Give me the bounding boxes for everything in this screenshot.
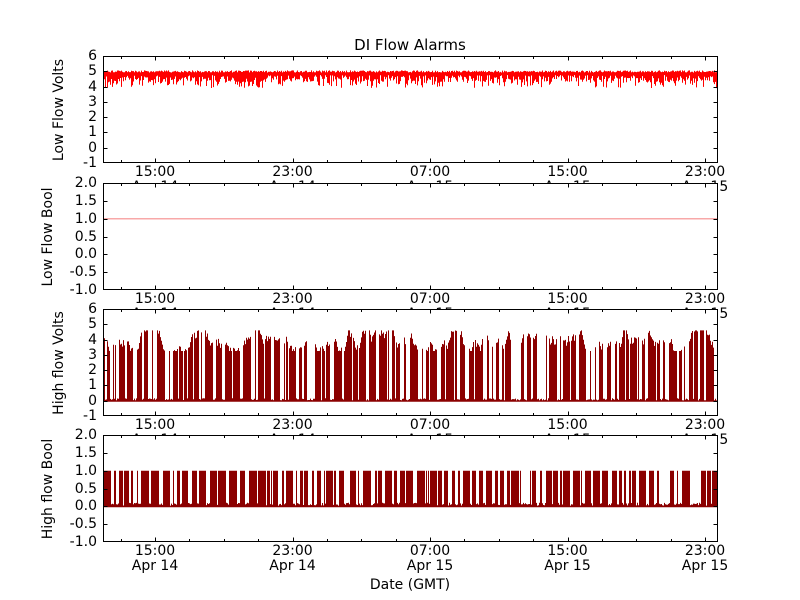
x-tick-time: 23:00: [684, 164, 726, 180]
y-tick-label: 5: [88, 63, 97, 80]
y-tick-label: 1.0: [74, 210, 97, 227]
x-tick-time: 15:00: [547, 417, 588, 433]
plot-area-low-flow-volts: [103, 56, 718, 163]
x-tick-date: Apr 14: [131, 558, 179, 574]
plot-area-high-flow-volts: [103, 309, 718, 416]
x-tick-time: 07:00: [409, 543, 451, 559]
x-tick-time: 15:00: [134, 543, 176, 559]
y-tick-label: 0: [88, 392, 97, 409]
y-tick-label: 1: [88, 124, 97, 141]
x-tick-time: 15:00: [547, 291, 588, 307]
x-tick-time: 23:00: [684, 291, 726, 307]
x-tick-time: 07:00: [409, 164, 451, 180]
x-tick-time: 15:00: [134, 417, 176, 433]
y-tick-label: 0: [88, 139, 97, 156]
subplot-high-flow-bool: High flow Bool 2.0 1.5 1.0 0.5 0.0 -0.5 -1.0 15:…: [40, 428, 728, 574]
y-tick-label: -1: [83, 408, 97, 424]
y-tick-label: 5: [88, 316, 97, 333]
x-tick-time: 07:00: [409, 291, 451, 307]
x-tick-date: Apr 15: [544, 558, 591, 574]
y-tick-label: 1.0: [74, 462, 97, 479]
plot-background: [103, 183, 718, 290]
chart-title: DI Flow Alarms: [354, 36, 466, 54]
y-tick-label: -0.5: [69, 516, 97, 533]
axes-frame: [103, 56, 718, 163]
y-tick-label: 4: [88, 78, 97, 95]
y-tick-label: 2.0: [74, 427, 97, 443]
y-tick-label: 2.0: [74, 175, 97, 191]
y-tick-label: 1: [88, 377, 97, 394]
x-tick-date: Apr 15: [406, 558, 454, 574]
x-tick-time: 15:00: [134, 164, 176, 180]
axis-ticks: [103, 309, 718, 416]
axis-ticks: [103, 56, 718, 163]
plot-area-high-flow-bool: [103, 435, 718, 542]
y-tick-label: -1.0: [69, 282, 97, 298]
x-tick-time: 23:00: [272, 543, 313, 559]
x-tick-time: 23:00: [272, 164, 313, 180]
y-tick-label: 2: [88, 109, 97, 126]
axes-frame: [103, 183, 718, 290]
x-tick-time: 23:00: [272, 291, 313, 307]
y-tick-label: 1.5: [74, 444, 97, 461]
signal-high-flow-bool: [103, 470, 718, 508]
x-tick-date: Apr 14: [269, 558, 316, 574]
y-tick-label: -0.5: [69, 264, 97, 281]
y-tick-label: 2: [88, 362, 97, 379]
plot-area-low-flow-bool: [103, 183, 718, 290]
y-tick-label: -1: [83, 155, 97, 171]
x-tick-time: 23:00: [272, 417, 313, 433]
subplot-low-flow-bool: Low Flow Bool 2.0 1.5 1.0 0.5 0.0 -0.5 -1.0 15:0…: [40, 176, 728, 322]
x-tick-date: Apr 15: [681, 558, 729, 574]
x-tick-time: 07:00: [409, 417, 451, 433]
y-tick-label: 4: [88, 331, 97, 348]
x-tick-time: 15:00: [134, 291, 176, 307]
y-tick-label: 1.5: [74, 192, 97, 209]
y-tick-label: 3: [88, 93, 97, 110]
y-tick-label: 3: [88, 346, 97, 363]
y-tick-label: -1.0: [69, 534, 97, 550]
y-tick-label: 0.0: [74, 246, 97, 263]
axis-ticks: [103, 435, 718, 542]
y-tick-label: 0.5: [74, 228, 97, 245]
x-tick-time: 23:00: [684, 417, 726, 433]
y-tick-label: 0.0: [74, 498, 97, 515]
x-axis-title: Date (GMT): [369, 577, 451, 593]
y-tick-label: 0.5: [74, 480, 97, 497]
y-tick-label: 6: [88, 48, 97, 64]
x-tick-time: 15:00: [547, 164, 588, 180]
axes-frame: [103, 435, 718, 542]
y-tick-label: 6: [88, 301, 97, 317]
axis-ticks: [103, 183, 718, 290]
axes-frame: [103, 309, 718, 416]
x-tick-time: 15:00: [547, 543, 588, 559]
x-tick-time: 23:00: [684, 543, 726, 559]
